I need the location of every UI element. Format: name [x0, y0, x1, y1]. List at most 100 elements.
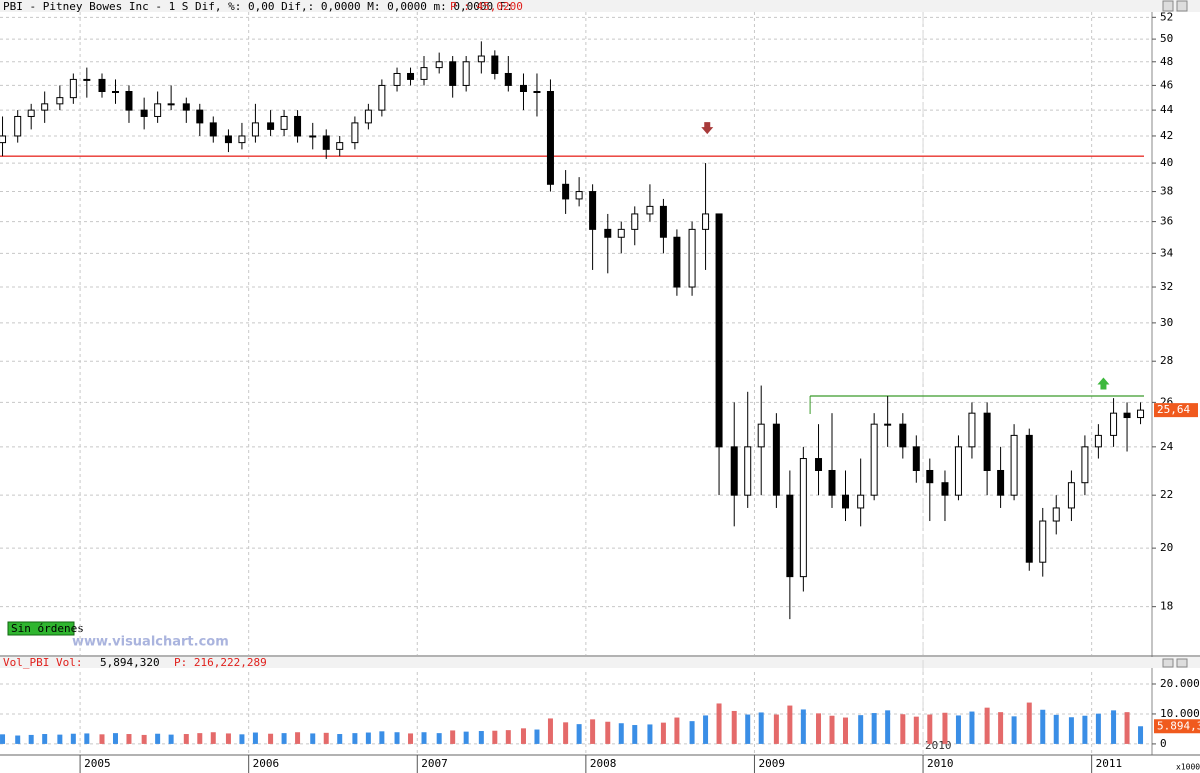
volume-bar: [394, 732, 400, 744]
volume-bar: [0, 734, 6, 744]
orders-label: Sin órdenes: [11, 622, 84, 635]
title-bar: [0, 0, 1200, 12]
volume-bar: [605, 721, 611, 744]
candle-body: [659, 205, 667, 238]
candle-body: [533, 90, 541, 93]
x-tick-label: 2010: [927, 757, 954, 770]
chart-title: PBI - Pitney Bowes Inc - 1 S Dif, %: 0,0…: [3, 0, 513, 13]
volume-bar: [239, 734, 245, 744]
window-button[interactable]: [1176, 658, 1188, 668]
candle-body: [364, 109, 372, 124]
candle-body: [546, 90, 554, 185]
volume-bar: [660, 722, 666, 744]
candle-body: [772, 423, 780, 496]
candle-body: [167, 103, 175, 106]
volume-bar: [800, 709, 806, 744]
candle-body: [1025, 434, 1033, 563]
candle-body: [182, 103, 190, 111]
volume-bar: [1111, 710, 1117, 744]
volume-bar: [352, 733, 358, 744]
volume-bar: [252, 732, 258, 744]
volume-bar: [323, 732, 329, 744]
candle-body: [786, 494, 794, 578]
candle-body: [309, 135, 317, 138]
volume-bar: [689, 721, 695, 744]
volume-bar: [618, 723, 624, 744]
volume-bar: [492, 730, 498, 744]
volume-bar: [984, 707, 990, 744]
candle-body: [351, 122, 359, 144]
volume-bar: [842, 717, 848, 744]
y-tick-label: 44: [1160, 103, 1174, 116]
candle-body: [744, 446, 752, 496]
volume-bar: [942, 712, 948, 744]
volume-bar: [70, 733, 76, 744]
volume-bar: [408, 733, 414, 744]
volume-bar: [1095, 713, 1101, 744]
candle-body: [56, 97, 64, 105]
volume-bar: [745, 714, 751, 744]
volume-bar: [576, 724, 582, 744]
y-tick-label: 24: [1160, 440, 1174, 453]
candle-body: [1110, 412, 1118, 436]
last-price-box: [1154, 403, 1198, 418]
volume-bar: [913, 716, 919, 744]
candle-body: [519, 84, 527, 92]
candle-body: [196, 109, 204, 124]
candle-body: [393, 72, 401, 86]
last-price-label: 25,64: [1157, 403, 1190, 416]
candle-body: [267, 122, 275, 130]
volume-bar: [547, 718, 553, 744]
volume-bar: [478, 731, 484, 744]
volume-bar: [197, 733, 203, 744]
volume-bar: [885, 710, 891, 744]
volume-bar: [1124, 712, 1130, 744]
candle-body: [715, 213, 723, 448]
volume-multiplier: x1000: [1176, 763, 1200, 772]
window-button[interactable]: [1162, 0, 1174, 12]
candle-body: [27, 109, 35, 117]
candle-body: [41, 103, 49, 111]
candle-body: [462, 61, 470, 86]
y-tick-label: 32: [1160, 280, 1173, 293]
candle-body: [983, 412, 991, 471]
volume-bar: [563, 722, 569, 744]
candle-body: [1081, 446, 1089, 484]
volume-bar: [183, 734, 189, 744]
candle-body: [111, 90, 119, 93]
volume-bar: [927, 714, 933, 744]
volume-bar: [787, 705, 793, 744]
candle-body: [912, 446, 920, 471]
volume-bar: [57, 734, 63, 744]
candle-body: [280, 115, 288, 130]
volume-bar: [365, 732, 371, 744]
volume-bar: [450, 730, 456, 744]
volume-bar: [1053, 714, 1059, 744]
last-volume-box: [1154, 719, 1200, 734]
volume-bar: [126, 734, 132, 744]
window-button[interactable]: [1162, 658, 1174, 668]
candle-body: [757, 423, 765, 448]
candle-body: [154, 103, 162, 117]
volume-bar: [1082, 715, 1088, 744]
candle-body: [1094, 434, 1102, 448]
candle-body: [646, 205, 654, 215]
candle-body: [1067, 482, 1075, 509]
candle-body: [1052, 507, 1060, 522]
window-button[interactable]: [1176, 0, 1188, 12]
volume-bar: [505, 730, 511, 744]
y-tick-label: 0: [1160, 737, 1167, 750]
volume-bar: [42, 734, 48, 744]
volume-bar: [337, 734, 343, 744]
candle-body: [294, 115, 302, 137]
volume-total: P: 216,222,289: [174, 656, 267, 669]
volume-bar: [168, 734, 174, 744]
candle-body: [224, 135, 232, 144]
volume-bar: [731, 710, 737, 744]
volume-bar: [84, 733, 90, 744]
volume-bar: [1068, 717, 1074, 744]
candle-body: [477, 55, 485, 63]
orders-badge: [7, 621, 75, 636]
candle-body: [617, 228, 625, 238]
